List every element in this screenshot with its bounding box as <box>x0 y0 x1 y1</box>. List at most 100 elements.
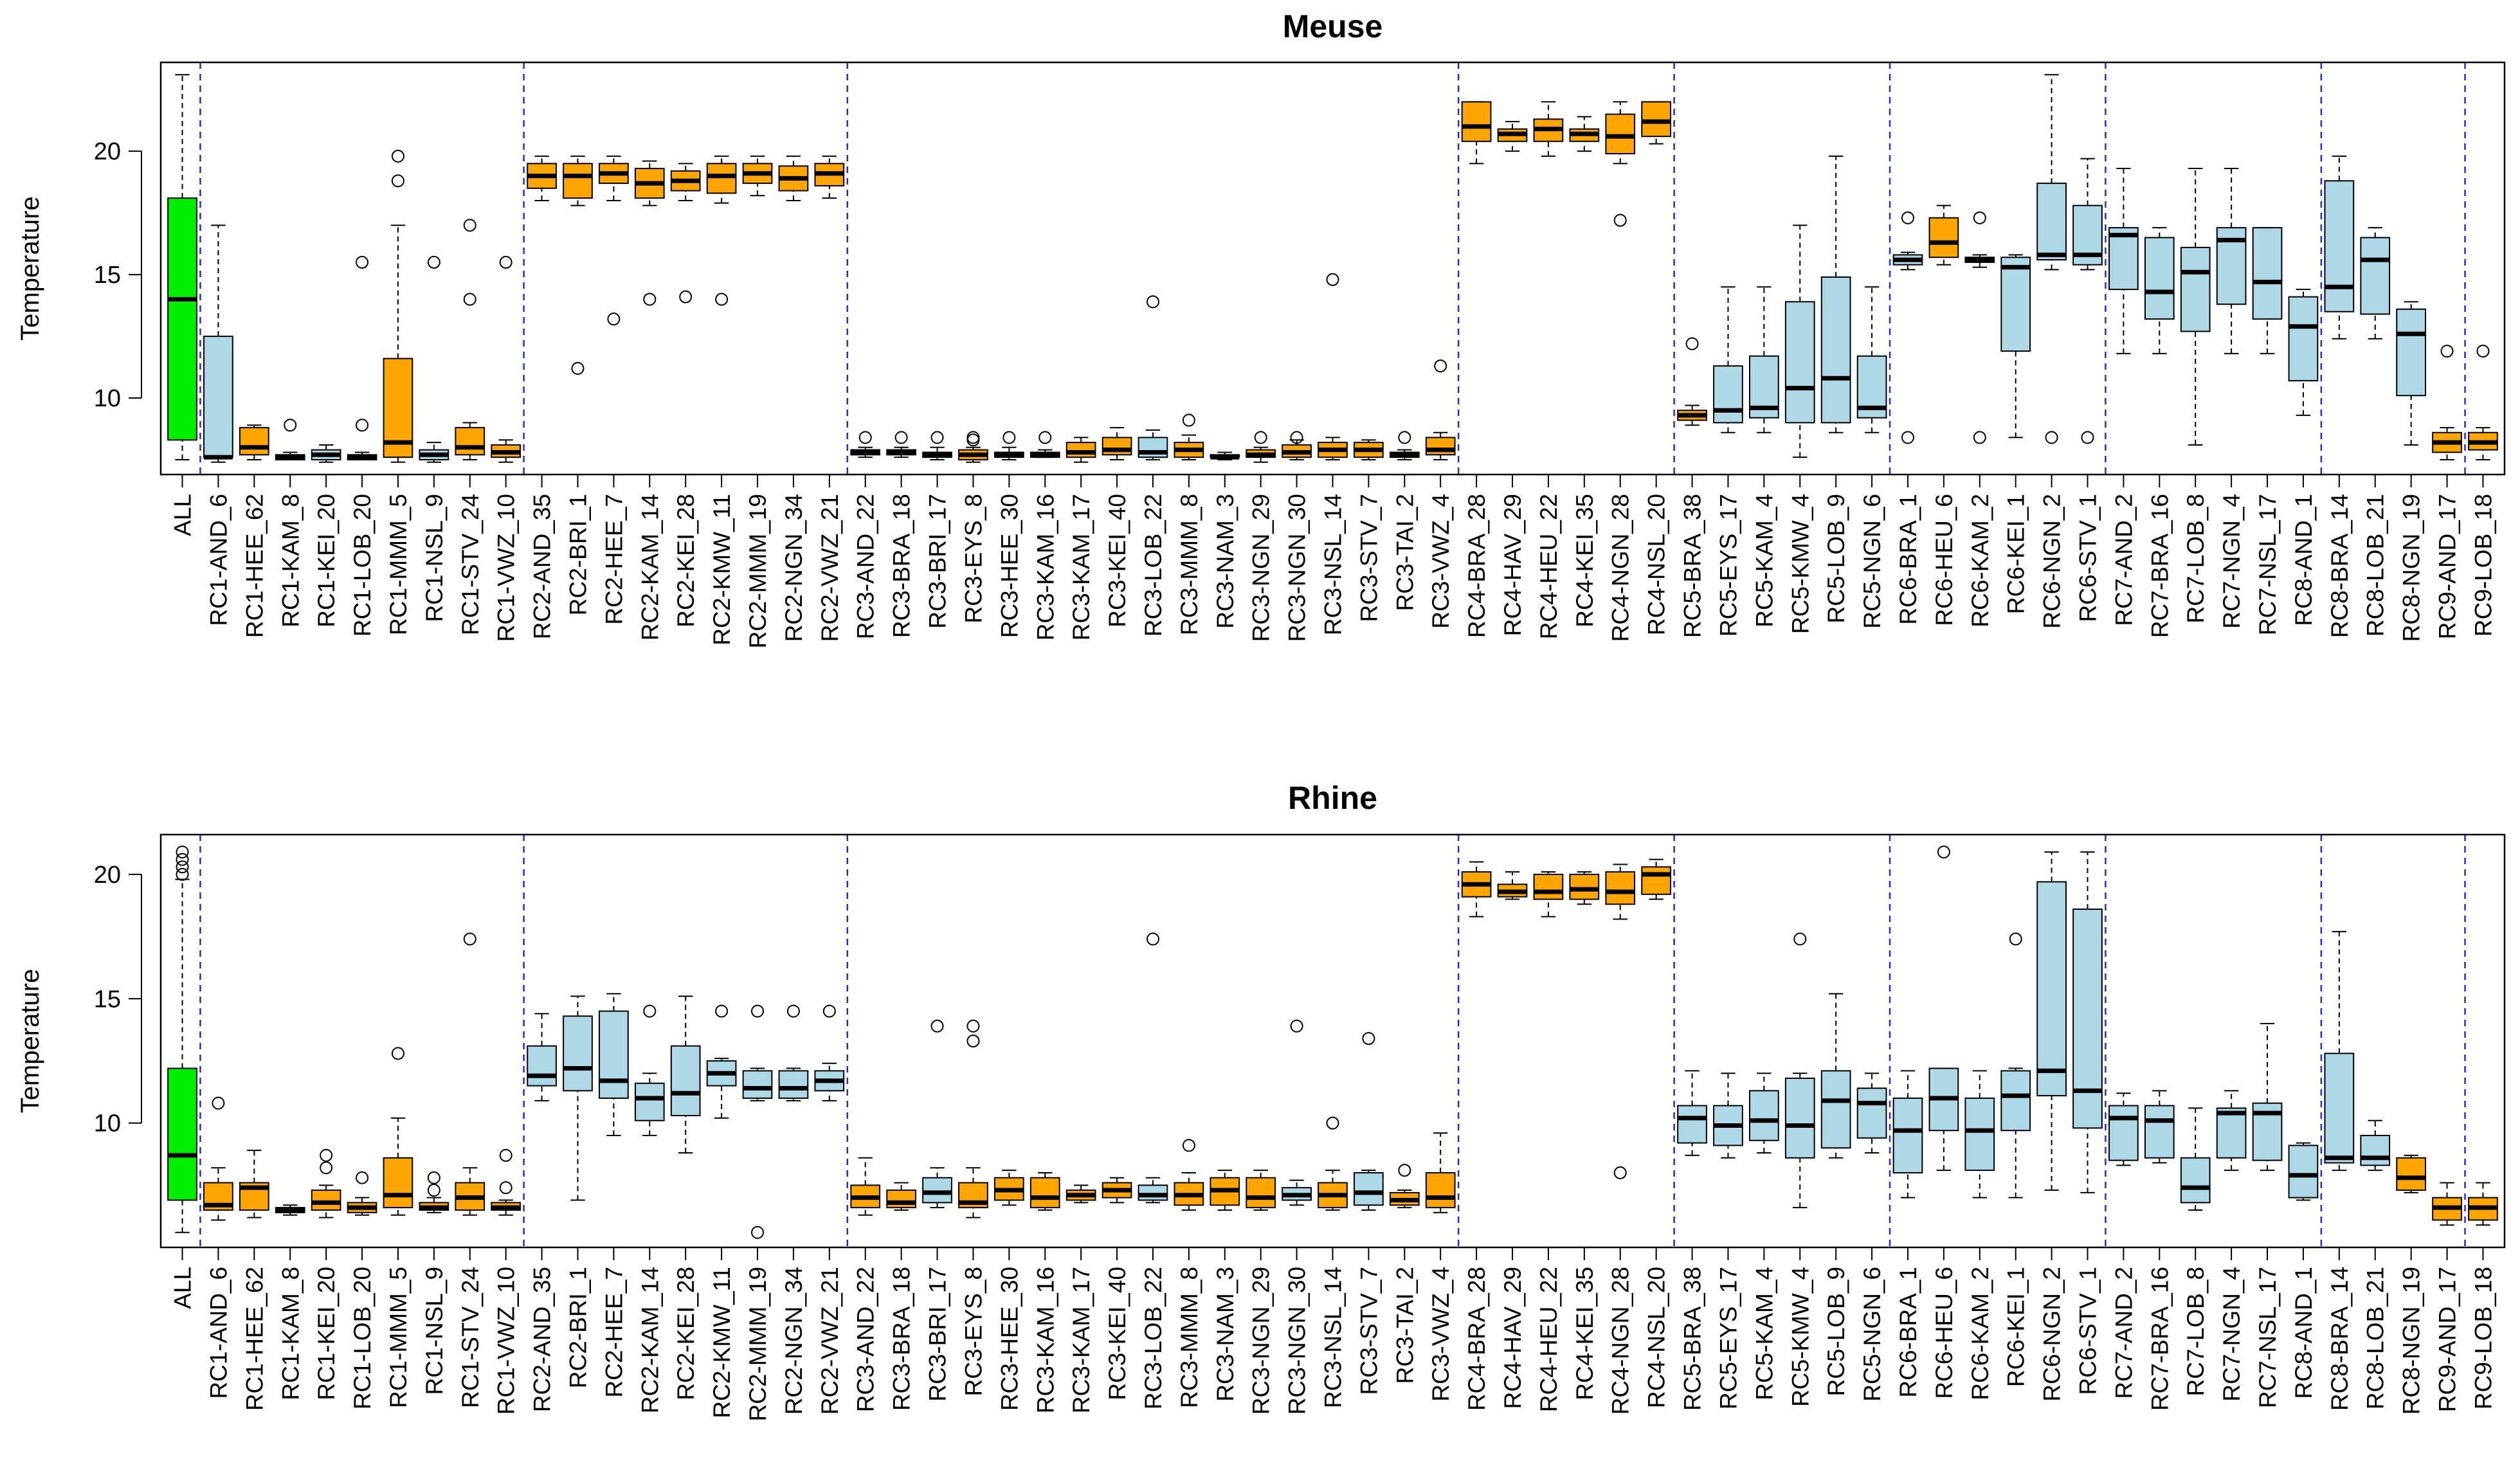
outlier-point <box>751 1226 765 1239</box>
box-rc5-bra_38: RC5-BRA_38 <box>1677 337 1707 638</box>
box-rc3-nsl_14: RC3-NSL_14 <box>1318 273 1348 635</box>
x-tick-label: RC2-BRI_1 <box>565 494 591 615</box>
x-tick-label: RC6-KEI_1 <box>2003 1267 2029 1387</box>
x-tick-label: RC6-BRA_1 <box>1895 1267 1921 1398</box>
box-iqr <box>1425 1172 1456 1209</box>
box-iqr <box>2360 237 2391 315</box>
y-axis-label: Temperature <box>16 196 44 341</box>
x-tick-label: RC3-TAI_2 <box>1391 494 1418 611</box>
box-rc3-ngn_29: RC3-NGN_29 <box>1246 431 1276 642</box>
box-rc8-lob_21: RC8-LOB_21 <box>2360 227 2391 637</box>
box-rc1-and_6: RC1-AND_6 <box>203 1096 233 1399</box>
y-tick-label: 15 <box>94 986 121 1013</box>
x-tick-label: ALL <box>170 1267 196 1309</box>
x-tick-label: RC5-KMW_4 <box>1787 494 1813 634</box>
x-tick-label: RC7-AND_2 <box>2110 1267 2137 1399</box>
x-tick-label: RC3-BRI_17 <box>925 1267 951 1402</box>
box-rc2-vwz_21: RC2-VWZ_21 <box>814 155 845 642</box>
outlier-point <box>1362 1032 1375 1045</box>
x-tick-label: RC1-MMM_5 <box>385 494 412 635</box>
x-tick-label: RC5-LOB_9 <box>1823 1267 1849 1397</box>
box-iqr <box>1569 873 1600 900</box>
x-tick-label: RC3-STV_7 <box>1355 494 1382 622</box>
box-rc1-and_6: RC1-AND_6 <box>203 224 233 626</box>
box-iqr <box>1784 1078 1815 1159</box>
x-tick-label: RC3-LOB_22 <box>1140 1267 1166 1409</box>
y-axis-label: Temperature <box>16 969 44 1114</box>
box-iqr <box>778 1070 809 1099</box>
x-tick-label: RC5-KMW_4 <box>1787 1267 1813 1407</box>
box-iqr <box>1461 101 1492 142</box>
x-tick-label: RC9-AND_17 <box>2434 494 2461 639</box>
outlier-point <box>966 1035 980 1047</box>
outlier-point <box>822 1004 836 1018</box>
x-tick-label: RC7-NSL_17 <box>2254 1267 2281 1408</box>
outlier-point <box>1326 273 1339 286</box>
box-all: ALL <box>167 846 197 1309</box>
outlier-point <box>607 312 621 326</box>
box-rc3-bra_18: RC3-BRA_18 <box>886 1182 917 1411</box>
box-rc8-ngn_19: RC8-NGN_19 <box>2396 1154 2427 1415</box>
box-iqr <box>1892 1097 1923 1173</box>
x-tick-label: RC3-AND_22 <box>853 494 879 639</box>
box-iqr <box>2108 227 2139 291</box>
box-rc1-mmm_5: RC1-MMM_5 <box>383 1047 413 1408</box>
box-rc3-ngn_29: RC3-NGN_29 <box>1246 1170 1276 1415</box>
box-rc1-mmm_5: RC1-MMM_5 <box>383 149 413 635</box>
box-rc8-and_1: RC8-AND_1 <box>2288 289 2319 626</box>
x-tick-label: RC3-HEE_30 <box>996 494 1022 638</box>
x-tick-label: RC2-VWZ_21 <box>817 1267 843 1415</box>
box-rc1-kei_20: RC1-KEI_20 <box>311 1148 341 1400</box>
box-rc7-bra_16: RC7-BRA_16 <box>2144 227 2175 638</box>
x-tick-label: RC3-EYS_8 <box>960 494 986 624</box>
outlier-point <box>751 1004 765 1018</box>
box-rc1-lob_20: RC1-LOB_20 <box>347 1171 377 1409</box>
x-tick-label: RC9-LOB_18 <box>2470 494 2496 637</box>
x-tick-label: RC2-AND_35 <box>529 494 556 639</box>
outlier-point <box>176 846 189 859</box>
box-iqr <box>1605 113 1636 155</box>
y-tick-label: 20 <box>94 862 121 889</box>
outlier-point <box>930 1019 944 1033</box>
outlier-point <box>1398 431 1411 444</box>
box-rc7-ngn_4: RC7-NGN_4 <box>2216 1090 2247 1402</box>
chart-panel-rhine: Rhine Temperature 10 15 20 ALL RC1-AND_6 RC1-HE… <box>16 780 2506 1422</box>
box-iqr <box>1928 217 1959 258</box>
box-iqr <box>563 1015 593 1092</box>
box-rc3-lob_22: RC3-LOB_22 <box>1138 295 1168 637</box>
x-tick-label: RC1-KEI_20 <box>313 494 340 628</box>
box-iqr <box>2360 1134 2391 1166</box>
outlier-point <box>391 149 404 163</box>
x-tick-label: RC3-MMM_8 <box>1176 494 1202 635</box>
box-rc3-and_22: RC3-AND_22 <box>850 1157 881 1412</box>
box-rc5-ngn_6: RC5-NGN_6 <box>1856 286 1887 629</box>
x-tick-label: RC4-NGN_28 <box>1608 1267 1634 1415</box>
x-tick-label: RC3-BRA_18 <box>889 494 915 638</box>
box-rc7-nsl_17: RC7-NSL_17 <box>2252 1022 2283 1408</box>
outlier-point <box>715 1004 729 1018</box>
x-tick-label: RC4-HEU_22 <box>1536 1267 1562 1412</box>
box-rc3-kei_40: RC3-KEI_40 <box>1101 427 1132 628</box>
outlier-point <box>1937 846 1950 859</box>
x-tick-label: RC1-STV_24 <box>457 1267 484 1408</box>
outlier-point <box>1290 431 1303 444</box>
x-tick-label: RC1-HEE_62 <box>241 1267 267 1411</box>
x-tick-label: RC4-NGN_28 <box>1608 494 1634 642</box>
x-tick-label: RC2-KAM_14 <box>637 1267 663 1413</box>
outlier-point <box>427 255 440 269</box>
outlier-point <box>966 1019 980 1033</box>
box-iqr <box>2288 296 2319 382</box>
box-rc6-stv_1: RC6-STV_1 <box>2072 158 2103 622</box>
outlier-point <box>176 867 189 881</box>
x-tick-label: RC1-AND_6 <box>205 1267 231 1399</box>
outlier-point <box>391 1047 404 1060</box>
x-tick-label: RC8-NGN_19 <box>2398 1267 2425 1415</box>
box-iqr <box>1138 1184 1168 1201</box>
x-tick-label: RC2-MMM_19 <box>745 1267 771 1422</box>
outlier-point <box>463 219 476 232</box>
box-rc3-stv_7: RC3-STV_7 <box>1354 1032 1384 1395</box>
outlier-point <box>571 361 585 375</box>
box-rc3-and_22: RC3-AND_22 <box>850 431 881 639</box>
box-rc4-hav_29: RC4-HAV_29 <box>1497 871 1528 1409</box>
box-iqr <box>527 1045 557 1087</box>
